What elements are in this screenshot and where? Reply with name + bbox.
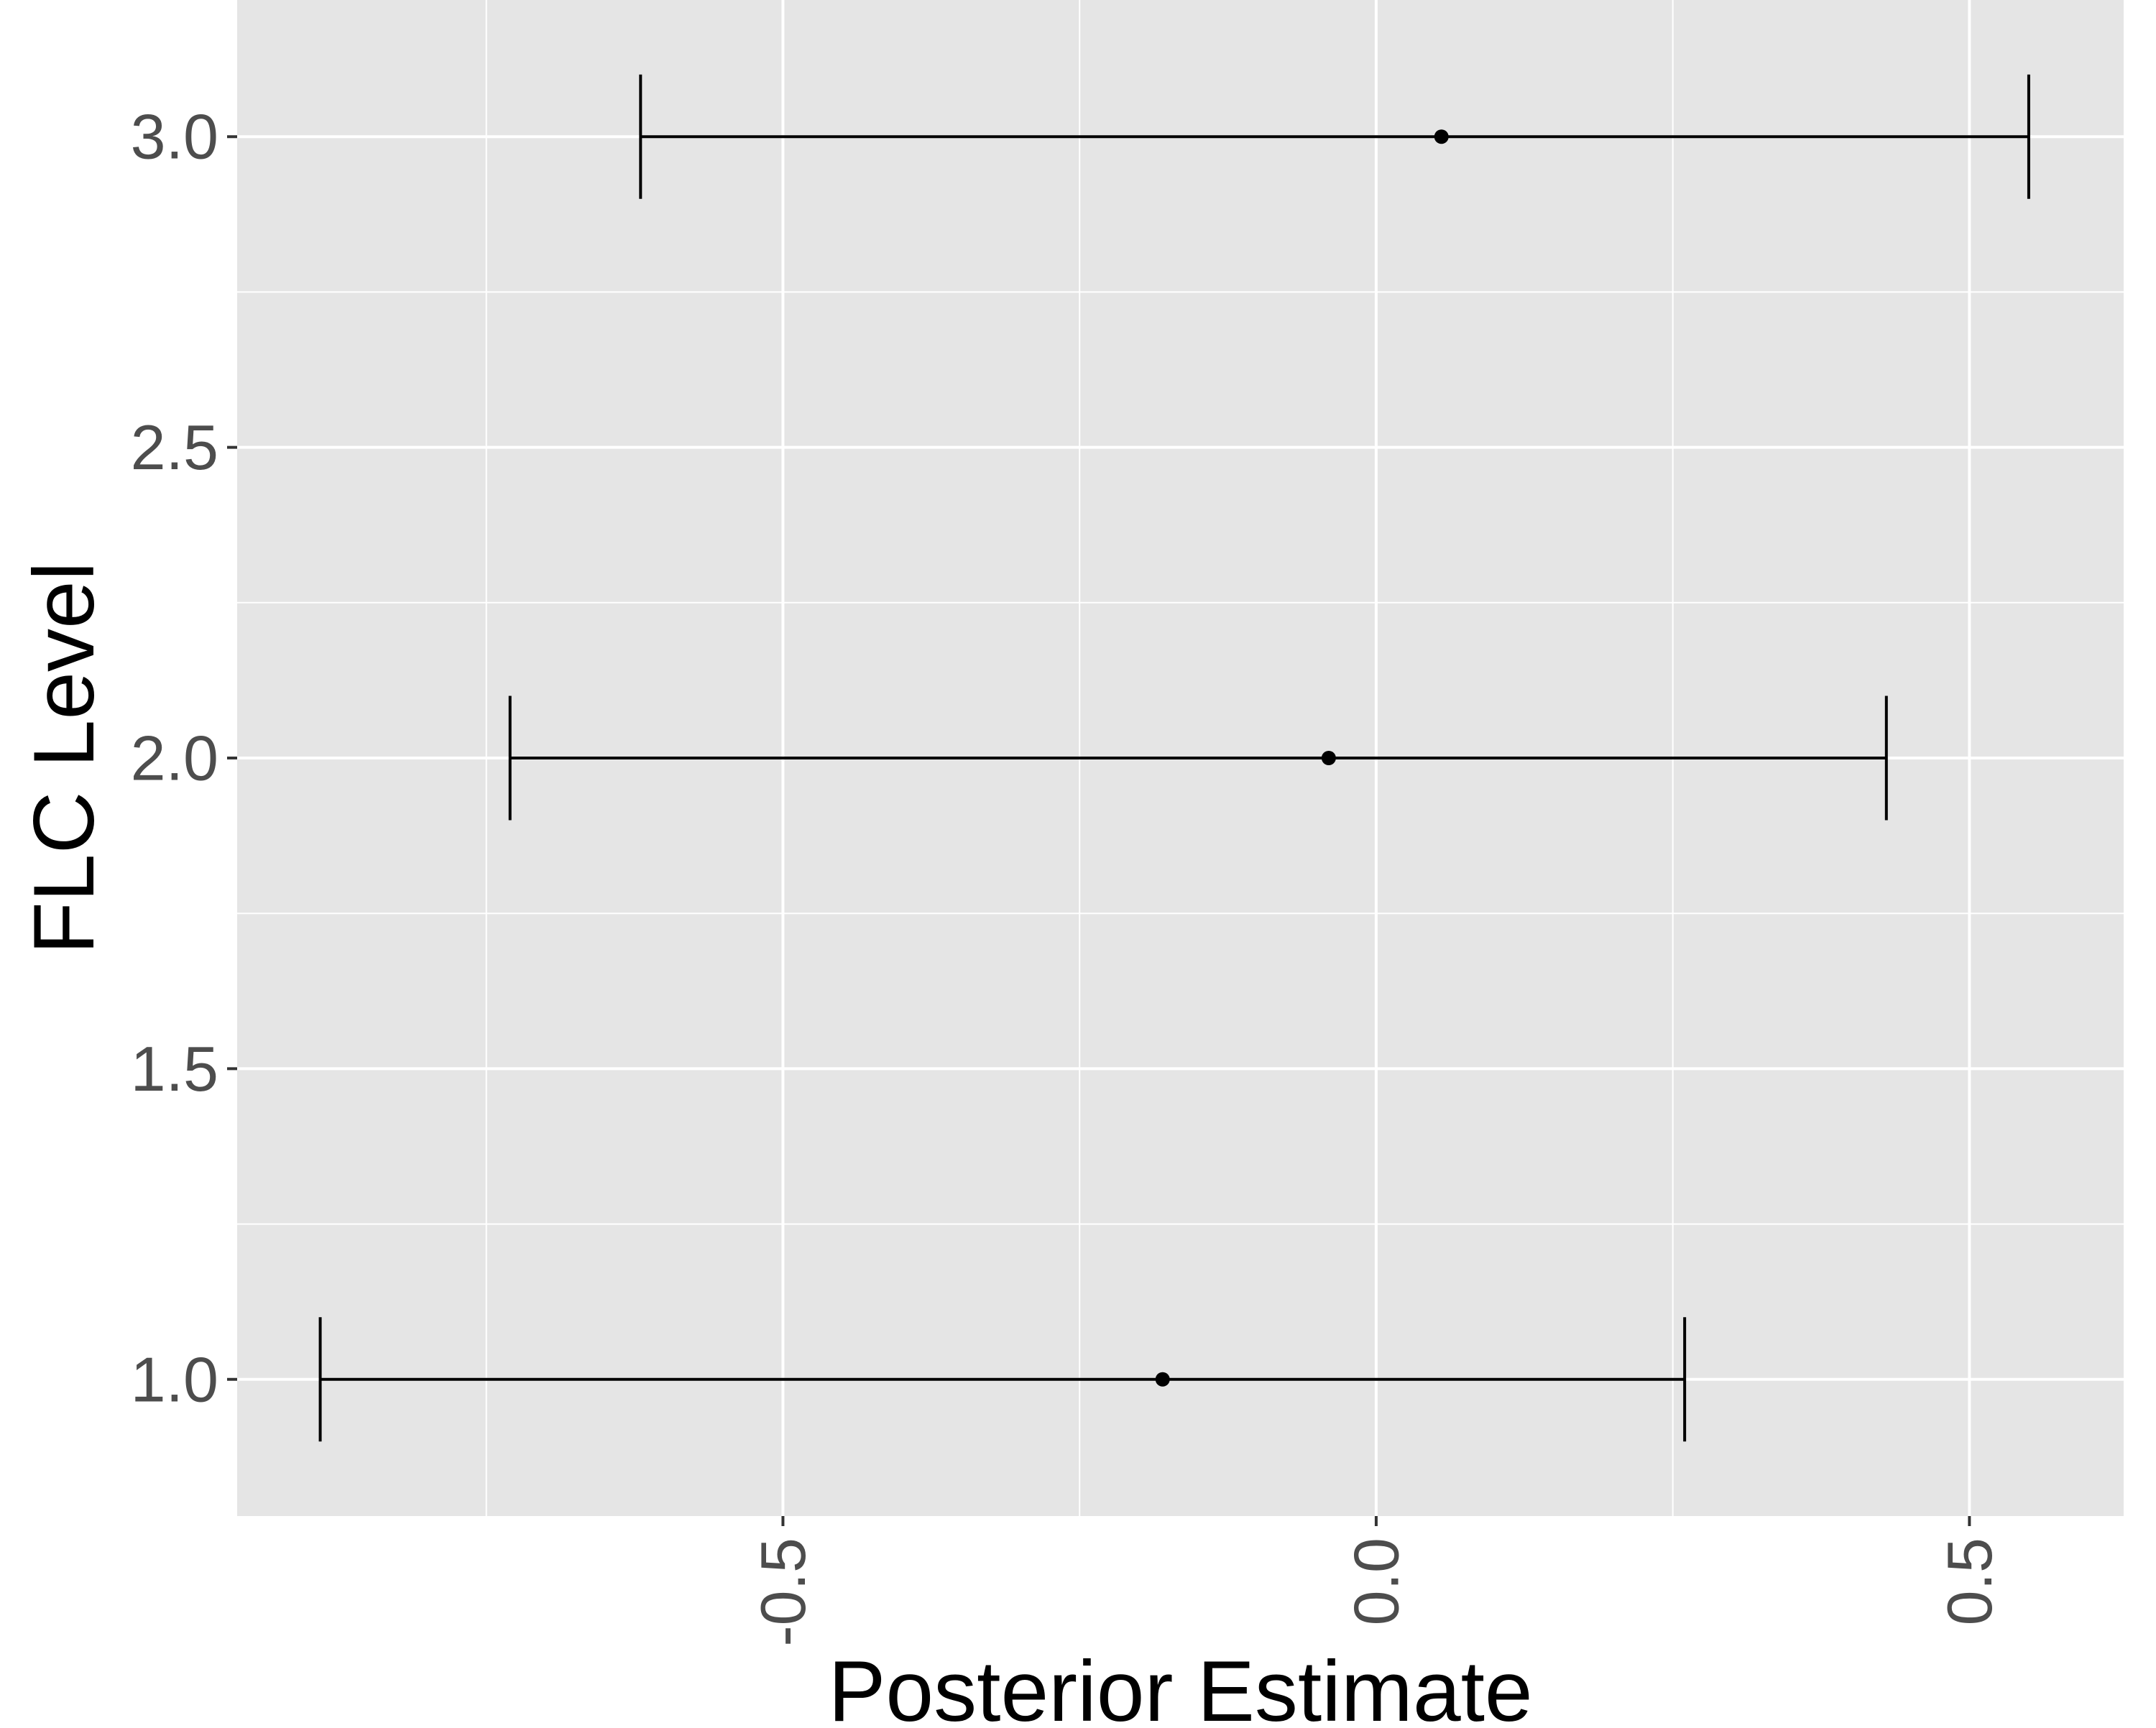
y-tick-label: 2.0 <box>131 723 218 794</box>
error-bars <box>318 74 2030 1442</box>
x-tick-label: -0.5 <box>747 1538 819 1647</box>
y-axis-title: FLC Level <box>16 562 112 955</box>
estimate-point <box>1155 1372 1170 1387</box>
y-tick-label: 2.5 <box>131 412 218 483</box>
x-axis-title: Posterior Estimate <box>828 1643 1532 1724</box>
y-tick-label: 3.0 <box>131 101 218 172</box>
x-tick-label: 0.5 <box>1934 1538 2005 1625</box>
y-axis: 1.0 1.5 2.0 2.5 3.0 <box>131 101 237 1415</box>
y-tick-label: 1.0 <box>131 1344 218 1415</box>
estimate-point <box>1434 129 1449 144</box>
y-tick-label: 1.5 <box>131 1033 218 1104</box>
x-tick-label: 0.0 <box>1340 1538 1411 1625</box>
x-axis: -0.5 0.0 0.5 <box>747 1516 2005 1647</box>
estimate-point <box>1321 751 1336 765</box>
